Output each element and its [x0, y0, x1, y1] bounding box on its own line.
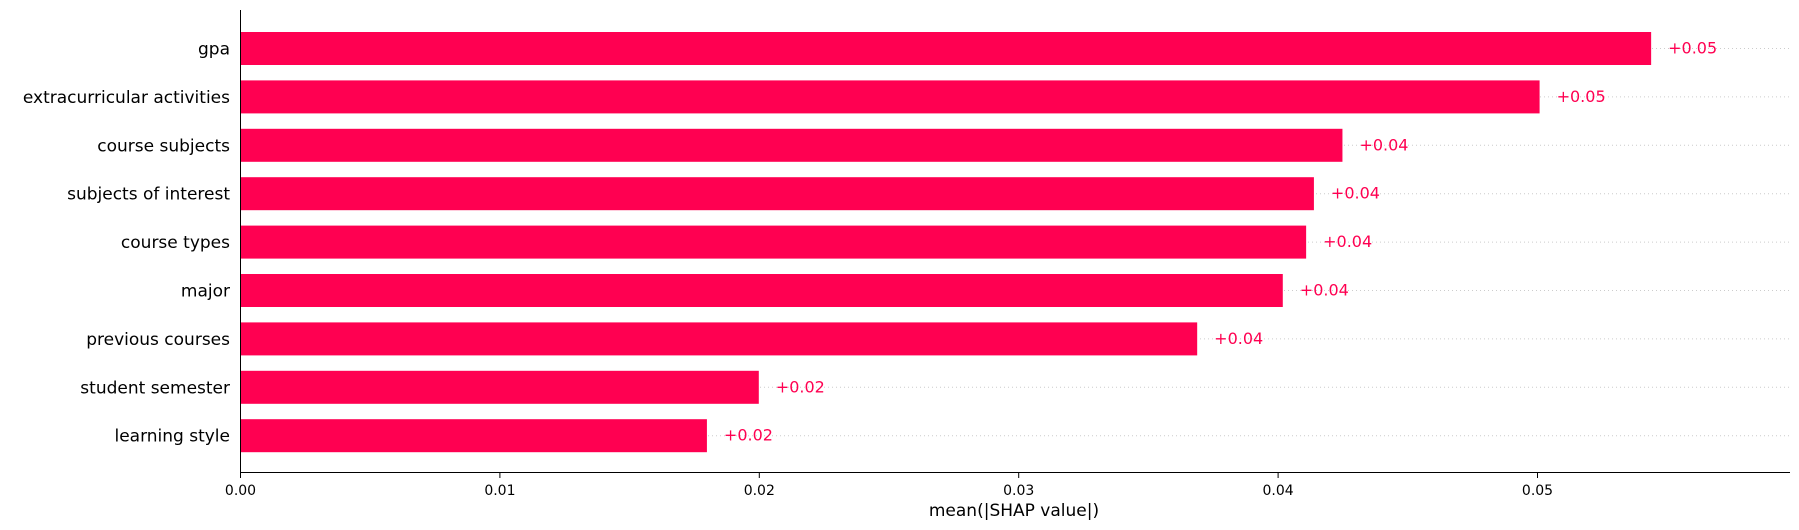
value-label: +0.04 — [1300, 281, 1349, 300]
bar — [240, 225, 1307, 259]
value-label: +0.02 — [776, 377, 825, 396]
value-label: +0.04 — [1359, 135, 1408, 154]
category-label: learning style — [114, 427, 230, 447]
bar — [240, 177, 1314, 211]
axes — [240, 10, 1790, 473]
value-labels: +0.05 +0.05 +0.04 +0.04 +0.04 +0.04 +0.04 +0.02… — [724, 39, 1717, 445]
bar — [240, 128, 1343, 162]
bar — [240, 370, 759, 404]
bar — [240, 419, 707, 453]
x-tick-label: 0.02 — [744, 483, 775, 499]
bar — [240, 322, 1198, 356]
category-label: course subjects — [97, 136, 230, 156]
x-tick-label: 0.05 — [1522, 483, 1553, 499]
value-label: +0.02 — [724, 426, 773, 445]
value-label: +0.05 — [1557, 87, 1606, 106]
bar — [240, 32, 1652, 65]
category-label: major — [181, 282, 230, 302]
category-label: previous courses — [86, 330, 230, 350]
x-tick-label: 0.00 — [225, 483, 256, 499]
bars — [240, 32, 1652, 453]
x-tick-label: 0.01 — [484, 483, 515, 499]
value-label: +0.04 — [1323, 232, 1372, 251]
value-label: +0.04 — [1214, 329, 1263, 348]
category-label: course types — [121, 233, 230, 253]
category-label: subjects of interest — [67, 185, 230, 205]
category-label: student semester — [80, 378, 230, 398]
x-ticks: 0.00 0.01 0.02 0.03 0.04 0.05 — [225, 472, 1553, 499]
x-tick-label: 0.03 — [1003, 483, 1034, 499]
category-label: gpa — [198, 40, 230, 60]
category-label: extracurricular activities — [23, 88, 230, 108]
x-axis-title: mean(|SHAP value|) — [929, 501, 1099, 521]
value-label: +0.04 — [1331, 184, 1380, 203]
bar — [240, 80, 1540, 114]
value-label: +0.05 — [1668, 39, 1717, 58]
x-tick-label: 0.04 — [1263, 483, 1294, 499]
bar — [240, 274, 1283, 307]
category-labels: gpa extracurricular activities course subj… — [23, 40, 230, 447]
